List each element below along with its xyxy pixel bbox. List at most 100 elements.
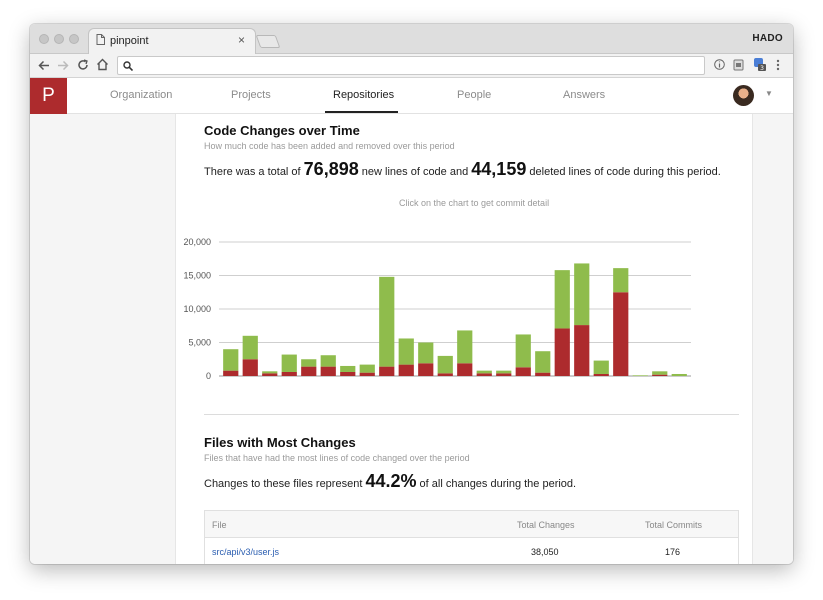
bar-deleted[interactable] [535,372,551,376]
maximize-window-button[interactable] [69,34,79,44]
bar-added[interactable] [320,355,336,367]
bar-deleted[interactable] [496,373,512,376]
home-icon[interactable] [96,58,109,71]
y-tick-label: 10,000 [183,304,211,314]
browser-tab[interactable] [88,28,256,54]
tab-bar: pinpoint × HADO [30,24,793,54]
nav-item-projects[interactable]: Projects [231,89,271,101]
bar-added[interactable] [671,373,687,376]
files-summary: Changes to these files represent 44.2% o… [204,471,576,492]
bar-deleted[interactable] [242,359,258,376]
back-icon[interactable] [38,60,50,71]
badge-extension-icon[interactable]: 3 [753,57,767,72]
address-bar[interactable] [117,56,705,75]
table-header: File Total Changes Total Commits [205,511,738,538]
bar-added[interactable] [437,355,453,374]
section-divider [204,414,739,415]
app-logo[interactable]: P [30,78,67,114]
bar-added[interactable] [223,349,239,371]
bar-added[interactable] [554,270,570,329]
bar-deleted[interactable] [437,373,453,376]
tab-close-icon[interactable]: × [238,33,246,47]
close-window-button[interactable] [39,34,49,44]
bar-added[interactable] [632,375,648,376]
bar-deleted[interactable] [476,373,492,376]
avatar[interactable] [733,85,754,106]
nav-item-people[interactable]: People [457,89,492,101]
profile-name[interactable]: HADO [752,33,783,44]
bar-added[interactable] [398,338,414,365]
bar-added[interactable] [574,263,590,326]
minimize-window-button[interactable] [54,34,64,44]
y-tick-label: 15,000 [183,271,211,281]
code-changes-chart[interactable]: 20,000 15,000 10,000 5,000 0 [176,226,754,386]
bar-added[interactable] [652,371,668,375]
code-changes-summary: There was a total of 76,898 new lines of… [204,159,721,180]
extension-icon[interactable] [733,59,744,71]
app-navigation: P Organization Projects Repositories Peo… [30,78,793,114]
bar-deleted[interactable] [379,366,395,376]
bar-added[interactable] [496,370,512,374]
bar-deleted[interactable] [554,328,570,376]
bar-deleted[interactable] [593,373,609,376]
deleted-lines-total: 44,159 [471,159,527,179]
bar-added[interactable] [242,335,258,360]
total-commits-value: 176 [665,547,681,557]
y-tick-label: 0 [206,371,211,381]
bar-added[interactable] [457,330,473,364]
new-tab-button[interactable] [255,35,281,48]
bar-added[interactable] [359,364,375,373]
column-header-total-changes[interactable]: Total Changes [517,520,575,530]
column-header-file[interactable]: File [212,520,227,530]
files-title: Files with Most Changes [204,435,356,450]
bar-added[interactable] [301,359,317,367]
bar-deleted[interactable] [281,371,297,376]
bar-deleted[interactable] [574,325,590,376]
bar-deleted[interactable] [301,366,317,376]
bar-deleted[interactable] [457,363,473,376]
menu-icon[interactable] [776,59,787,71]
bar-added[interactable] [593,360,609,374]
bar-deleted[interactable] [340,371,356,376]
reload-icon[interactable] [77,59,89,71]
bar-added[interactable] [340,365,356,372]
forward-icon[interactable] [57,60,69,71]
bar-deleted[interactable] [359,372,375,376]
bar-added[interactable] [281,354,297,372]
code-changes-subtitle: How much code has been added and removed… [204,141,455,151]
bar-added[interactable] [535,351,551,373]
chevron-down-icon[interactable]: ▼ [765,89,773,98]
files-table: File Total Changes Total Commits src/api… [204,510,739,564]
bar-deleted[interactable] [515,367,531,376]
bar-added[interactable] [262,371,278,374]
browser-toolbar: 3 [30,54,793,78]
browser-window: pinpoint × HADO [30,24,793,564]
bar-deleted[interactable] [223,370,239,376]
bar-added[interactable] [418,342,434,364]
bar-deleted[interactable] [262,373,278,376]
code-changes-title: Code Changes over Time [204,123,360,138]
y-tick-label: 5,000 [188,338,211,348]
active-nav-indicator [325,111,398,113]
summary-suffix: deleted lines of code during this period… [529,166,721,178]
bar-deleted[interactable] [613,292,629,376]
nav-item-organization[interactable]: Organization [110,89,173,101]
bar-deleted[interactable] [398,364,414,376]
y-tick-label: 20,000 [183,237,211,247]
bar-added[interactable] [515,334,531,368]
chart-hint: Click on the chart to get commit detail [399,198,550,208]
column-header-total-commits[interactable]: Total Commits [645,520,703,530]
bar-deleted[interactable] [418,363,434,376]
nav-item-answers[interactable]: Answers [563,89,606,101]
bar-deleted[interactable] [320,366,336,376]
bar-added[interactable] [476,370,492,374]
bar-added[interactable] [379,276,395,367]
info-icon[interactable] [714,59,725,71]
tab-title: pinpoint [110,35,149,47]
bar-deleted[interactable] [652,374,668,376]
file-link[interactable]: src/api/v3/user.js [212,547,280,557]
files-summary-prefix: Changes to these files represent [204,478,363,490]
nav-item-repositories[interactable]: Repositories [333,89,395,101]
bar-added[interactable] [613,268,629,293]
added-lines-total: 76,898 [303,159,359,179]
